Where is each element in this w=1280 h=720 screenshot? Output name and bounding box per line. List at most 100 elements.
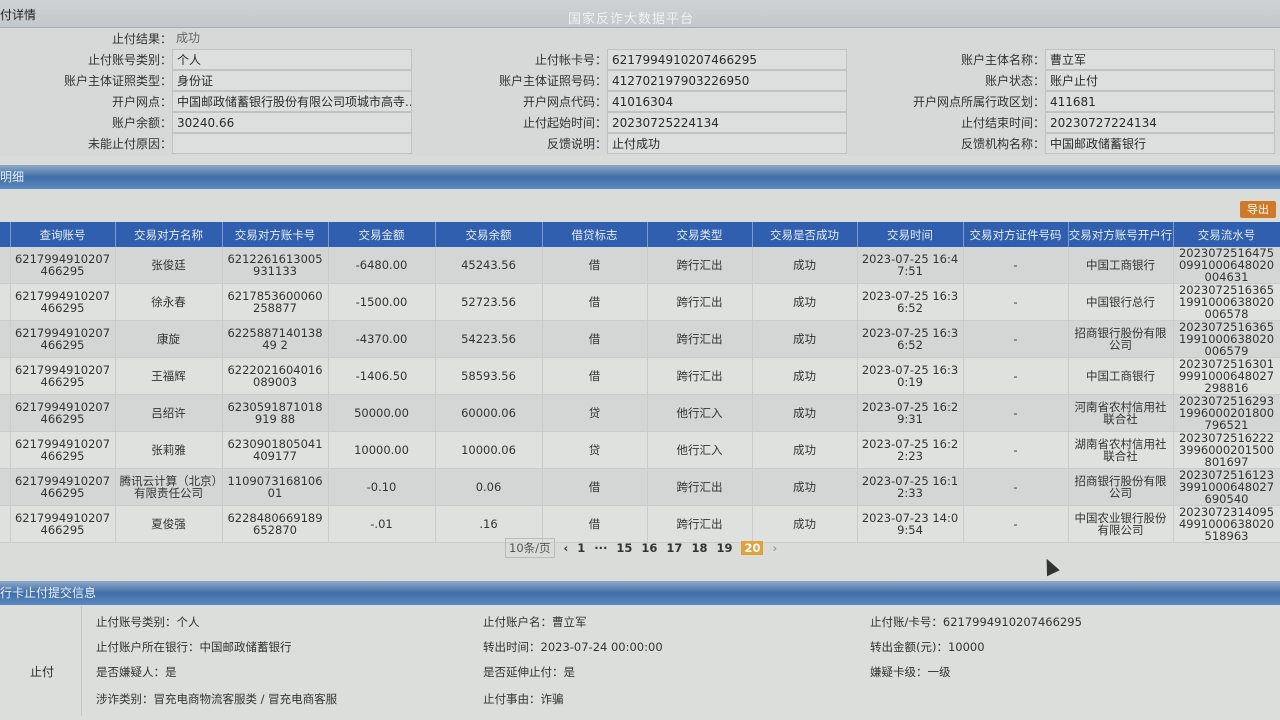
table-row[interactable]: 6217994910207466295 张莉雅 623090180504140917… xyxy=(0,431,1280,469)
current-page[interactable]: 20 xyxy=(741,541,764,555)
table-cell: 跨行汇出 xyxy=(647,468,753,506)
table-cell: 贷 xyxy=(542,394,648,432)
field-value: 个人 xyxy=(172,49,412,70)
table-cell: 借 xyxy=(542,283,648,321)
page-button[interactable]: 16 xyxy=(641,541,658,555)
next-page-button[interactable]: › xyxy=(772,541,778,555)
field-value: 中国邮政储蓄银行股份有限公司项城市高寺... xyxy=(172,91,412,112)
table-row[interactable]: 6217994910207466295 康旋 622588714013849 2 -4… xyxy=(0,320,1280,358)
page-button[interactable]: 18 xyxy=(691,541,708,555)
field-label: 未能止付原因： xyxy=(87,137,172,151)
table-cell: 10000.00 xyxy=(328,431,436,469)
table-cell: 张莉雅 xyxy=(115,431,223,469)
table-row[interactable]: 6217994910207466295 张俊廷 621226161300593113… xyxy=(0,247,1280,284)
table-cell: 0.06 xyxy=(435,468,543,506)
table-cell: 跨行汇出 xyxy=(647,505,753,543)
prev-page-button[interactable]: ‹ xyxy=(563,541,569,555)
table-cell: 6217994910207466295 xyxy=(10,357,116,395)
table-cell: 他行汇入 xyxy=(647,431,753,469)
table-cell: 6217994910207466295 xyxy=(10,320,116,358)
detail-row: 账户主体名称： 曹立军 xyxy=(850,49,1275,70)
table-cell: 2023-07-25 16:12:33 xyxy=(857,468,964,506)
detail-row: 账户主体证照类型： 身份证 xyxy=(0,70,412,91)
table-cell: -4370.00 xyxy=(328,320,436,358)
field-label: 止付账号类别： xyxy=(87,53,172,67)
table-cell: 成功 xyxy=(752,247,858,284)
table-cell: 借 xyxy=(542,320,648,358)
page-button[interactable]: 19 xyxy=(716,541,733,555)
submit-info-item: 是否延伸止付：是 xyxy=(483,665,575,679)
table-cell: 借 xyxy=(542,505,648,543)
table-cell: 6217994910207466295 xyxy=(10,468,116,506)
table-cell: 中国工商银行 xyxy=(1068,247,1174,284)
submit-info-item: 止付账/卡号：6217994910207466295 xyxy=(870,615,1082,629)
table-row[interactable]: 6217994910207466295 王福辉 622202160401608900… xyxy=(0,357,1280,395)
table-cell: 借 xyxy=(542,357,648,395)
column-header: 交易流水号 xyxy=(1173,222,1280,247)
table-cell: 成功 xyxy=(752,431,858,469)
table-cell: 湖南省农村信用社联合社 xyxy=(1068,431,1174,469)
table-cell: 中国农业银行股份有限公司 xyxy=(1068,505,1174,543)
detail-row: 止付账号类别： 个人 xyxy=(0,49,412,70)
table-cell: 52723.56 xyxy=(435,283,543,321)
submit-info-item: 止付账户所在银行：中国邮政储蓄银行 xyxy=(96,640,292,654)
page-size-select[interactable]: 10条/页 xyxy=(505,538,555,558)
table-cell: 6222021604016089003 xyxy=(222,357,329,395)
table-cell: 6217994910207466295 xyxy=(10,505,116,543)
table-cell: 徐永春 xyxy=(115,283,223,321)
col-index xyxy=(0,222,11,247)
title-bar: 付详情 国家反诈大数据平台 xyxy=(0,0,1280,28)
table-cell: 成功 xyxy=(752,468,858,506)
page-button[interactable]: 17 xyxy=(666,541,683,555)
table-cell: 王福辉 xyxy=(115,357,223,395)
table-cell: 成功 xyxy=(752,357,858,395)
table-row[interactable]: 6217994910207466295 徐永春 621785360006025887… xyxy=(0,283,1280,321)
submit-info-item: 转出金额(元)：10000 xyxy=(870,640,985,654)
detail-row: 账户状态： 账户止付 xyxy=(850,70,1275,91)
field-value: 中国邮政储蓄银行 xyxy=(1045,133,1275,154)
table-cell: 成功 xyxy=(752,505,858,543)
column-header: 借贷标志 xyxy=(542,222,648,247)
page-1[interactable]: 1 xyxy=(577,541,586,555)
field-value: 身份证 xyxy=(172,70,412,91)
table-cell: 6217994910207466295 xyxy=(10,431,116,469)
field-label: 反馈说明： xyxy=(546,137,607,151)
table-cell: 他行汇入 xyxy=(647,394,753,432)
detail-row: 止付帐卡号： 6217994910207466295 xyxy=(415,49,847,70)
table-cell: 河南省农村信用社联合社 xyxy=(1068,394,1174,432)
table-cell: 2023-07-25 16:36:52 xyxy=(857,283,964,321)
export-button[interactable]: 导出 xyxy=(1240,201,1276,218)
table-cell: .16 xyxy=(435,505,543,543)
result-row: 止付结果： 成功 xyxy=(0,28,412,49)
detail-row: 止付起始时间： 20230725224134 xyxy=(415,112,847,133)
table-cell: -6480.00 xyxy=(328,247,436,284)
table-cell: 6228480669189652870 xyxy=(222,505,329,543)
submit-info-item: 转出时间：2023-07-24 00:00:00 xyxy=(483,640,663,654)
section-title: 明细 xyxy=(0,170,25,184)
table-cell: 康旋 xyxy=(115,320,223,358)
section-title: 行卡止付提交信息 xyxy=(0,586,97,600)
table-row[interactable]: 6217994910207466295 吕绍许 6230591871018919 8… xyxy=(0,394,1280,432)
table-cell: -1406.50 xyxy=(328,357,436,395)
table-cell: 2023-07-23 14:09:54 xyxy=(857,505,964,543)
detail-row: 反馈机构名称： 中国邮政储蓄银行 xyxy=(850,133,1275,154)
table-row[interactable]: 6217994910207466295 夏俊强 622848066918965287… xyxy=(0,505,1280,543)
row-index-cell xyxy=(0,505,11,543)
watermark: 国家反诈大数据平台 xyxy=(568,12,695,27)
column-header: 交易金额 xyxy=(328,222,436,247)
page-ellipsis[interactable]: ··· xyxy=(594,541,608,555)
table-cell: 夏俊强 xyxy=(115,505,223,543)
field-label: 账户主体证照类型： xyxy=(63,74,172,88)
field-value xyxy=(172,133,412,154)
pagination: 10条/页 ‹ 1 ··· 15 16 17 18 19 20 › xyxy=(505,538,777,558)
submit-info-item: 止付账号类别：个人 xyxy=(96,615,200,629)
row-index-cell xyxy=(0,283,11,321)
field-label: 账户主体名称： xyxy=(960,53,1045,67)
page-button[interactable]: 15 xyxy=(616,541,633,555)
table-cell: 20230725163019991000648027298816 xyxy=(1173,357,1280,395)
table-cell: - xyxy=(963,247,1069,284)
table-row[interactable]: 6217994910207466295 腾讯云计算（北京）有限责任公司 110907… xyxy=(0,468,1280,506)
table-cell: 跨行汇出 xyxy=(647,247,753,284)
table-cell: 2023-07-25 16:30:19 xyxy=(857,357,964,395)
table-cell: 跨行汇出 xyxy=(647,320,753,358)
